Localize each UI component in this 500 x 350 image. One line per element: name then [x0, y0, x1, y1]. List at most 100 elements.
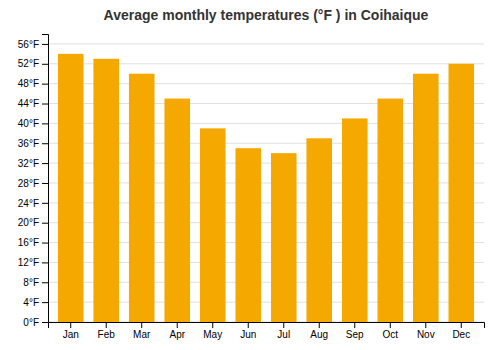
y-tick-label: 56°F: [18, 39, 39, 50]
y-tick-label: 16°F: [18, 237, 39, 248]
x-tick: Dec: [452, 322, 470, 340]
x-tick-mark: [425, 322, 426, 328]
bar: [413, 74, 439, 322]
y-tick-label: 24°F: [18, 198, 39, 209]
x-tick: Nov: [417, 322, 435, 340]
y-tick-label: 4°F: [23, 297, 39, 308]
y-tick-mark: [42, 44, 48, 45]
x-tick: Oct: [382, 322, 398, 340]
x-tick-mark: [212, 322, 213, 328]
x-tick-mark: [106, 322, 107, 328]
x-tick-label: Jul: [277, 329, 290, 340]
y-tick-label: 32°F: [18, 158, 39, 169]
x-tick-label: Apr: [169, 329, 185, 340]
y-tick-label: 44°F: [18, 98, 39, 109]
y-tick-label: 36°F: [18, 138, 39, 149]
y-tick-label: 0°F: [23, 317, 39, 328]
y-tick: 12°F: [18, 257, 48, 268]
x-tick-mark: [354, 322, 355, 328]
y-tick-label: 20°F: [18, 217, 39, 228]
x-tick-label: Jun: [240, 329, 256, 340]
x-tick-mark: [248, 322, 249, 328]
y-tick-mark: [42, 302, 48, 303]
y-tick: 8°F: [23, 277, 48, 288]
x-tick-mark: [141, 322, 142, 328]
y-tick: 48°F: [18, 78, 48, 89]
x-tick-label: Sep: [346, 329, 364, 340]
y-tick-mark: [42, 282, 48, 283]
y-tick-mark: [42, 104, 48, 105]
y-tick: 40°F: [18, 118, 48, 129]
bar: [448, 64, 474, 322]
y-tick-label: 28°F: [18, 178, 39, 189]
y-tick-mark: [42, 84, 48, 85]
y-tick-label: 52°F: [18, 58, 39, 69]
y-tick: 20°F: [18, 217, 48, 228]
y-tick: 36°F: [18, 138, 48, 149]
y-tick: 44°F: [18, 98, 48, 109]
x-tick: Feb: [98, 322, 116, 340]
x-tick-mark: [70, 322, 71, 328]
x-tick-mark: [177, 322, 178, 328]
y-tick: 52°F: [18, 58, 48, 69]
bars: [58, 54, 474, 322]
x-axis-line: [49, 323, 485, 329]
y-tick-label: 40°F: [18, 118, 39, 129]
x-tick: Sep: [346, 322, 364, 340]
plot-area: 0°F 4°F 8°F 12°F 16°F 20°F 24°F 28°F 32°F 36°F 40°…: [18, 35, 485, 341]
y-tick: 4°F: [23, 297, 48, 308]
x-tick-label: Aug: [310, 329, 328, 340]
bar: [200, 128, 226, 322]
grid-line: [48, 43, 484, 44]
x-tick-label: Nov: [417, 329, 435, 340]
y-tick-mark: [42, 183, 48, 184]
y-tick-label: 48°F: [18, 78, 39, 89]
chart: 0°F 4°F 8°F 12°F 16°F 20°F 24°F 28°F 32°F 36°F 40°…: [0, 0, 500, 350]
x-tick-mark: [283, 322, 284, 328]
bar: [342, 118, 368, 322]
y-tick: 24°F: [18, 198, 48, 209]
y-tick-mark: [42, 143, 48, 144]
x-tick-label: Oct: [382, 329, 398, 340]
x-tick-mark: [390, 322, 391, 328]
x-tick: Apr: [169, 322, 185, 340]
y-tick-mark: [42, 123, 48, 124]
x-tick-mark: [461, 322, 462, 328]
bar: [235, 148, 261, 322]
bar: [129, 74, 155, 322]
y-tick-mark: [42, 223, 48, 224]
y-tick-mark: [42, 243, 48, 244]
bar: [93, 59, 119, 322]
bar: [164, 99, 190, 322]
x-tick-label: Jan: [63, 329, 79, 340]
x-tick-label: Mar: [133, 329, 151, 340]
y-tick: 16°F: [18, 237, 48, 248]
y-tick: 28°F: [18, 178, 48, 189]
bar: [271, 153, 297, 322]
y-tick-label: 12°F: [18, 257, 39, 268]
y-tick-mark: [42, 64, 48, 65]
x-tick: Jul: [277, 322, 290, 340]
y-tick: 32°F: [18, 158, 48, 169]
x-tick-label: Feb: [98, 329, 116, 340]
x-tick: Mar: [133, 322, 151, 340]
y-tick-mark: [42, 163, 48, 164]
y-tick-mark: [42, 262, 48, 263]
bar: [306, 138, 332, 322]
x-tick-label: Dec: [452, 329, 470, 340]
grid: [48, 44, 484, 322]
y-tick-mark: [42, 203, 48, 204]
y-tick-label: 8°F: [23, 277, 39, 288]
y-tick-mark: [42, 322, 48, 323]
y-tick: 56°F: [18, 39, 48, 50]
y-axis-line: [42, 35, 49, 323]
x-tick: May: [203, 322, 222, 340]
x-tick-mark: [319, 322, 320, 328]
x-tick: Jan: [63, 322, 79, 340]
x-axis: Jan Feb Mar Apr May Jun Jul Aug Sep Oct Nov Dec: [49, 322, 485, 340]
x-tick-label: May: [203, 329, 222, 340]
title: Average monthly temperatures (°F ) in Co…: [104, 7, 429, 23]
bar: [377, 99, 403, 322]
x-tick: Aug: [310, 322, 328, 340]
x-tick: Jun: [240, 322, 256, 340]
